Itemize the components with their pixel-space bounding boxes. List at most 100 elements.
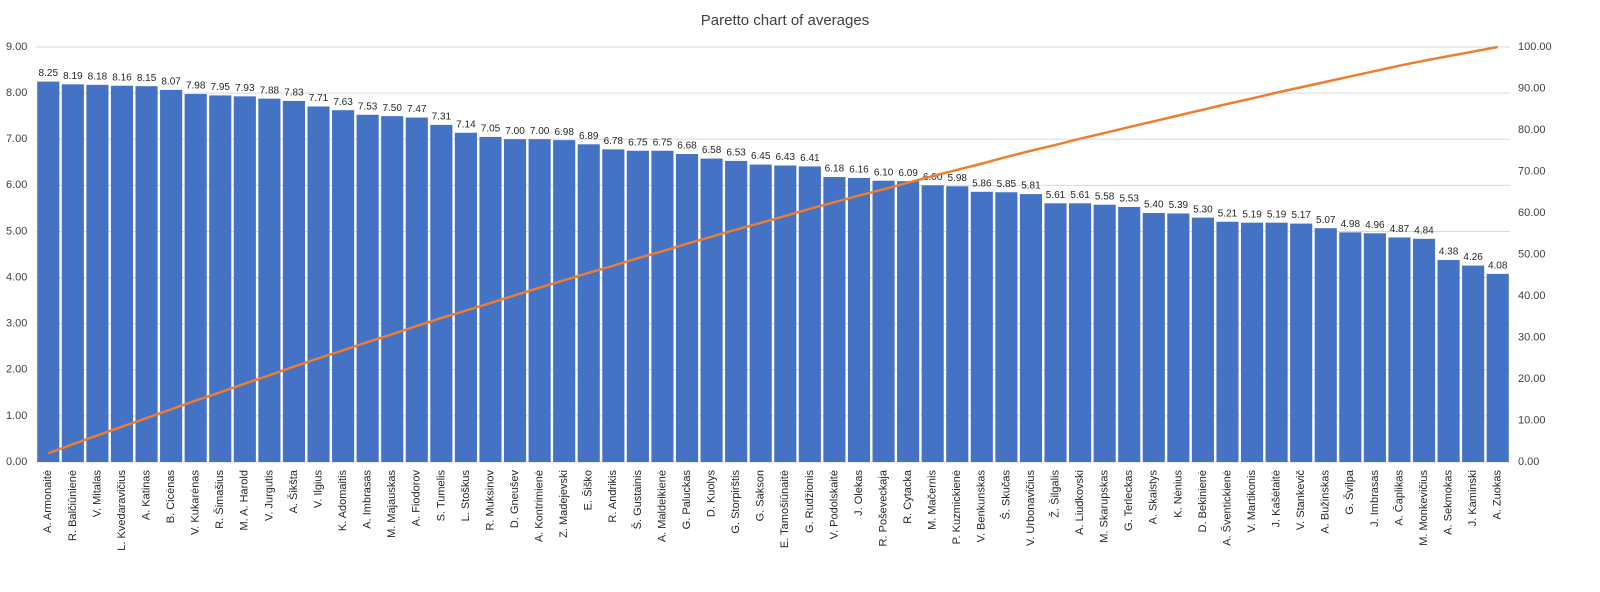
data-label: 6.18 <box>825 164 845 175</box>
bar <box>553 140 576 462</box>
data-label: 4.08 <box>1488 261 1508 272</box>
y2-tick-label: 30.00 <box>1518 331 1546 343</box>
x-tick-label: A. Zuokas <box>1492 470 1504 520</box>
x-tick-label: M. Majauskas <box>386 470 398 538</box>
x-tick-label: J. Kašėtaitė <box>1271 470 1283 527</box>
x-tick-label: L. Kvedaravičius <box>116 470 128 551</box>
bar <box>1486 273 1509 462</box>
data-label: 8.25 <box>39 68 59 79</box>
data-label: 5.61 <box>1070 190 1090 201</box>
data-label: 7.53 <box>358 101 378 112</box>
x-tick-label: A. Maldeikienė <box>656 470 668 542</box>
data-label: 7.88 <box>260 85 280 96</box>
data-label: 7.00 <box>505 126 525 137</box>
data-label: 7.71 <box>309 93 329 104</box>
y-tick-label: 8.00 <box>6 87 27 99</box>
bar <box>798 166 821 462</box>
x-tick-label: G. Terleckas <box>1123 470 1135 531</box>
data-label: 6.53 <box>726 148 746 159</box>
data-label: 6.10 <box>874 167 894 178</box>
bar <box>356 114 379 463</box>
x-tick-label: Š. Skučas <box>999 470 1012 520</box>
x-tick-label: V. Stankevič <box>1295 470 1307 531</box>
x-tick-label: G. Sakson <box>755 470 767 521</box>
y-tick-label: 2.00 <box>6 364 27 376</box>
y2-tick-label: 0.00 <box>1518 456 1539 468</box>
data-label: 7.47 <box>407 104 427 115</box>
bar <box>110 85 134 462</box>
data-label: 7.63 <box>333 97 353 108</box>
data-label: 4.87 <box>1390 224 1410 235</box>
x-tick-label: A. Katinas <box>140 470 152 521</box>
data-label: 8.07 <box>161 77 181 88</box>
bar <box>1093 204 1116 462</box>
bar <box>86 84 109 463</box>
x-tick-label: S. Tumelis <box>435 470 447 522</box>
data-label: 5.19 <box>1267 209 1287 220</box>
data-label: 4.96 <box>1365 220 1385 231</box>
bar <box>700 158 723 463</box>
x-tick-label: J. Imbrasas <box>1369 470 1381 527</box>
y-tick-label: 6.00 <box>6 179 27 191</box>
data-label: 5.19 <box>1242 209 1262 220</box>
x-tick-label: M. Skarupskas <box>1099 470 1111 543</box>
bar <box>1069 203 1092 463</box>
bar <box>1167 213 1190 462</box>
y2-tick-label: 10.00 <box>1518 414 1546 426</box>
bar <box>454 132 477 462</box>
bar <box>774 165 797 462</box>
bar <box>307 106 330 462</box>
bar <box>1240 222 1264 462</box>
bar <box>1314 228 1337 462</box>
x-tick-label: J. Olekas <box>853 470 865 516</box>
bar <box>1019 194 1043 462</box>
x-tick-label: M. Mačernis <box>927 470 939 530</box>
bar <box>258 98 281 463</box>
x-tick-label: A. Čaplikas <box>1392 470 1405 526</box>
y2-tick-label: 40.00 <box>1518 290 1546 302</box>
bar <box>946 186 969 462</box>
x-tick-label: A. Sekmokas <box>1442 470 1454 535</box>
x-tick-label: G. Paluckas <box>681 470 693 530</box>
bar <box>479 136 502 462</box>
y-tick-label: 4.00 <box>6 271 27 283</box>
data-label: 7.83 <box>284 88 304 99</box>
bar <box>503 139 527 462</box>
x-tick-label: B. Cicėnas <box>165 470 177 524</box>
y-tick-label: 7.00 <box>6 133 27 145</box>
x-tick-label: R. Poševeckaja <box>877 469 889 546</box>
data-label: 7.98 <box>186 81 206 92</box>
data-label: 5.53 <box>1119 194 1139 205</box>
bar <box>184 94 207 463</box>
y2-tick-label: 90.00 <box>1518 82 1546 94</box>
y2-tick-label: 20.00 <box>1518 373 1546 385</box>
x-tick-label: M. A. Harold <box>239 470 251 531</box>
data-label: 6.16 <box>849 165 869 176</box>
x-tick-label: D. Kuolys <box>705 470 717 518</box>
data-label: 5.07 <box>1316 215 1336 226</box>
bar <box>332 110 355 462</box>
data-label: 4.26 <box>1463 252 1483 263</box>
x-tick-label: E. Šiško <box>582 470 595 510</box>
data-label: 7.95 <box>211 82 231 93</box>
x-tick-label: V. Kukarėnas <box>190 470 202 536</box>
bar <box>1265 222 1288 462</box>
bar <box>61 84 84 462</box>
y-tick-label: 5.00 <box>6 225 27 237</box>
data-label: 8.18 <box>88 71 108 82</box>
x-tick-label: A. Kontrimienė <box>534 470 546 542</box>
data-label: 5.17 <box>1291 210 1311 221</box>
data-label: 5.85 <box>997 179 1017 190</box>
x-tick-label: R. Šimašius <box>213 470 226 529</box>
line <box>47 45 1498 455</box>
bar <box>1191 217 1214 462</box>
data-label: 4.84 <box>1414 225 1434 236</box>
bar <box>405 117 428 463</box>
bar <box>1216 221 1239 462</box>
bar <box>160 89 183 462</box>
x-tick-label: K. Nėnius <box>1172 470 1184 518</box>
data-label: 8.16 <box>112 72 132 83</box>
data-label: 7.93 <box>235 83 255 94</box>
data-label: 6.68 <box>677 141 697 152</box>
